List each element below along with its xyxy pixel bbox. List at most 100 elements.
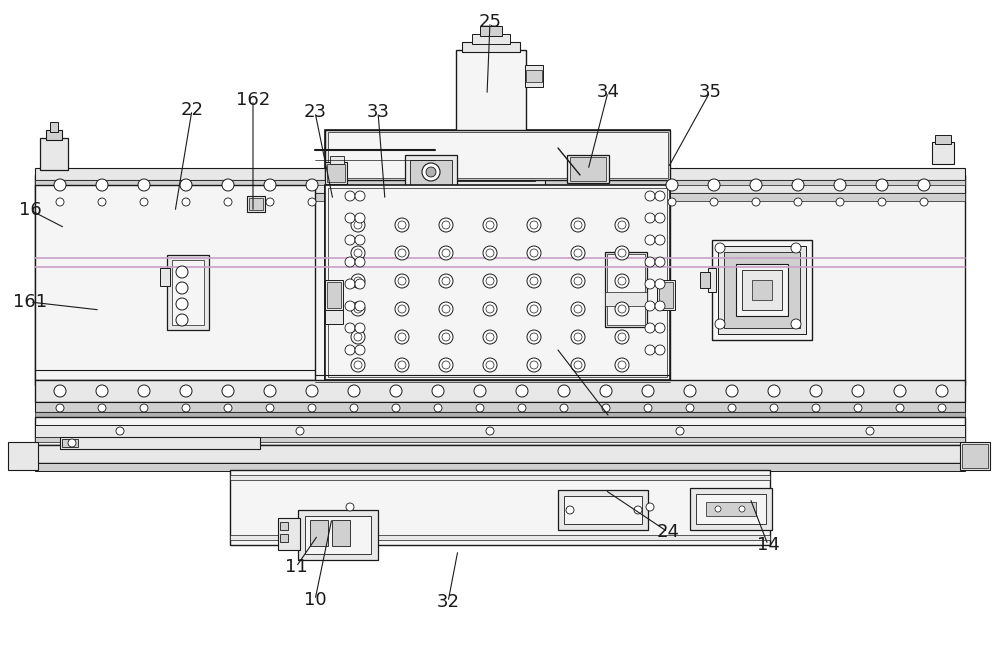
Bar bbox=[696, 494, 766, 524]
Circle shape bbox=[308, 198, 316, 206]
Circle shape bbox=[936, 385, 948, 397]
Bar bbox=[325, 130, 670, 180]
Circle shape bbox=[68, 439, 76, 447]
Circle shape bbox=[644, 404, 652, 412]
Circle shape bbox=[140, 198, 148, 206]
Circle shape bbox=[138, 179, 150, 191]
Circle shape bbox=[96, 179, 108, 191]
Bar bbox=[230, 535, 770, 540]
Circle shape bbox=[615, 218, 629, 232]
Circle shape bbox=[686, 404, 694, 412]
Circle shape bbox=[645, 257, 655, 267]
Circle shape bbox=[516, 385, 528, 397]
Bar bbox=[247, 196, 265, 212]
Circle shape bbox=[351, 218, 365, 232]
Circle shape bbox=[56, 404, 64, 412]
Circle shape bbox=[345, 301, 355, 311]
Bar bbox=[564, 496, 642, 524]
Circle shape bbox=[224, 404, 232, 412]
Text: 32: 32 bbox=[436, 593, 460, 611]
Bar bbox=[752, 280, 772, 300]
Bar bbox=[167, 255, 209, 330]
Text: 10: 10 bbox=[304, 591, 326, 609]
Bar bbox=[526, 70, 542, 82]
Circle shape bbox=[264, 385, 276, 397]
Circle shape bbox=[345, 235, 355, 245]
Circle shape bbox=[426, 167, 436, 177]
Bar bbox=[472, 34, 510, 44]
Circle shape bbox=[264, 179, 276, 191]
Bar bbox=[35, 437, 965, 442]
Bar bbox=[325, 162, 347, 184]
Text: 161: 161 bbox=[13, 293, 47, 311]
Circle shape bbox=[395, 274, 409, 288]
Circle shape bbox=[392, 404, 400, 412]
Circle shape bbox=[715, 243, 725, 253]
Bar bbox=[249, 198, 263, 210]
Circle shape bbox=[439, 358, 453, 372]
Circle shape bbox=[351, 246, 365, 260]
Circle shape bbox=[355, 235, 365, 245]
Bar bbox=[405, 155, 457, 190]
Circle shape bbox=[750, 179, 762, 191]
Bar bbox=[670, 175, 965, 385]
Bar bbox=[40, 138, 68, 170]
Circle shape bbox=[668, 198, 676, 206]
Circle shape bbox=[571, 358, 585, 372]
Bar bbox=[325, 310, 343, 324]
Circle shape bbox=[571, 302, 585, 316]
Circle shape bbox=[182, 198, 190, 206]
Circle shape bbox=[176, 266, 188, 278]
Circle shape bbox=[345, 191, 355, 201]
Bar bbox=[305, 516, 371, 554]
Circle shape bbox=[726, 385, 738, 397]
Text: 35: 35 bbox=[698, 83, 722, 101]
Circle shape bbox=[306, 179, 318, 191]
Circle shape bbox=[634, 506, 642, 514]
Bar bbox=[325, 185, 670, 380]
Circle shape bbox=[140, 404, 148, 412]
Bar bbox=[310, 520, 328, 546]
Circle shape bbox=[710, 198, 718, 206]
Circle shape bbox=[355, 257, 365, 267]
Circle shape bbox=[222, 179, 234, 191]
Circle shape bbox=[345, 323, 355, 333]
Bar bbox=[280, 534, 288, 542]
Bar bbox=[690, 488, 772, 530]
Circle shape bbox=[176, 282, 188, 294]
Circle shape bbox=[645, 301, 655, 311]
Circle shape bbox=[348, 385, 360, 397]
Circle shape bbox=[345, 213, 355, 223]
Circle shape bbox=[834, 179, 846, 191]
Circle shape bbox=[355, 279, 365, 289]
Circle shape bbox=[439, 218, 453, 232]
Circle shape bbox=[792, 179, 804, 191]
Circle shape bbox=[836, 198, 844, 206]
Circle shape bbox=[708, 179, 720, 191]
Circle shape bbox=[812, 404, 820, 412]
Circle shape bbox=[182, 404, 190, 412]
Circle shape bbox=[655, 279, 665, 289]
Circle shape bbox=[176, 298, 188, 310]
Circle shape bbox=[351, 330, 365, 344]
Circle shape bbox=[527, 246, 541, 260]
Circle shape bbox=[116, 427, 124, 435]
Bar bbox=[480, 26, 502, 36]
Circle shape bbox=[345, 345, 355, 355]
Bar bbox=[35, 168, 965, 180]
Text: 11: 11 bbox=[285, 558, 307, 576]
Circle shape bbox=[878, 198, 886, 206]
Bar bbox=[35, 193, 325, 201]
Text: 16: 16 bbox=[19, 201, 41, 219]
Bar bbox=[670, 175, 965, 193]
Bar bbox=[332, 520, 350, 546]
Bar bbox=[35, 175, 325, 385]
Bar bbox=[35, 180, 965, 185]
Bar bbox=[445, 163, 535, 181]
Circle shape bbox=[655, 323, 665, 333]
Circle shape bbox=[791, 243, 801, 253]
Text: 14: 14 bbox=[757, 536, 779, 554]
Circle shape bbox=[645, 345, 655, 355]
Bar bbox=[46, 130, 62, 140]
Circle shape bbox=[602, 404, 610, 412]
